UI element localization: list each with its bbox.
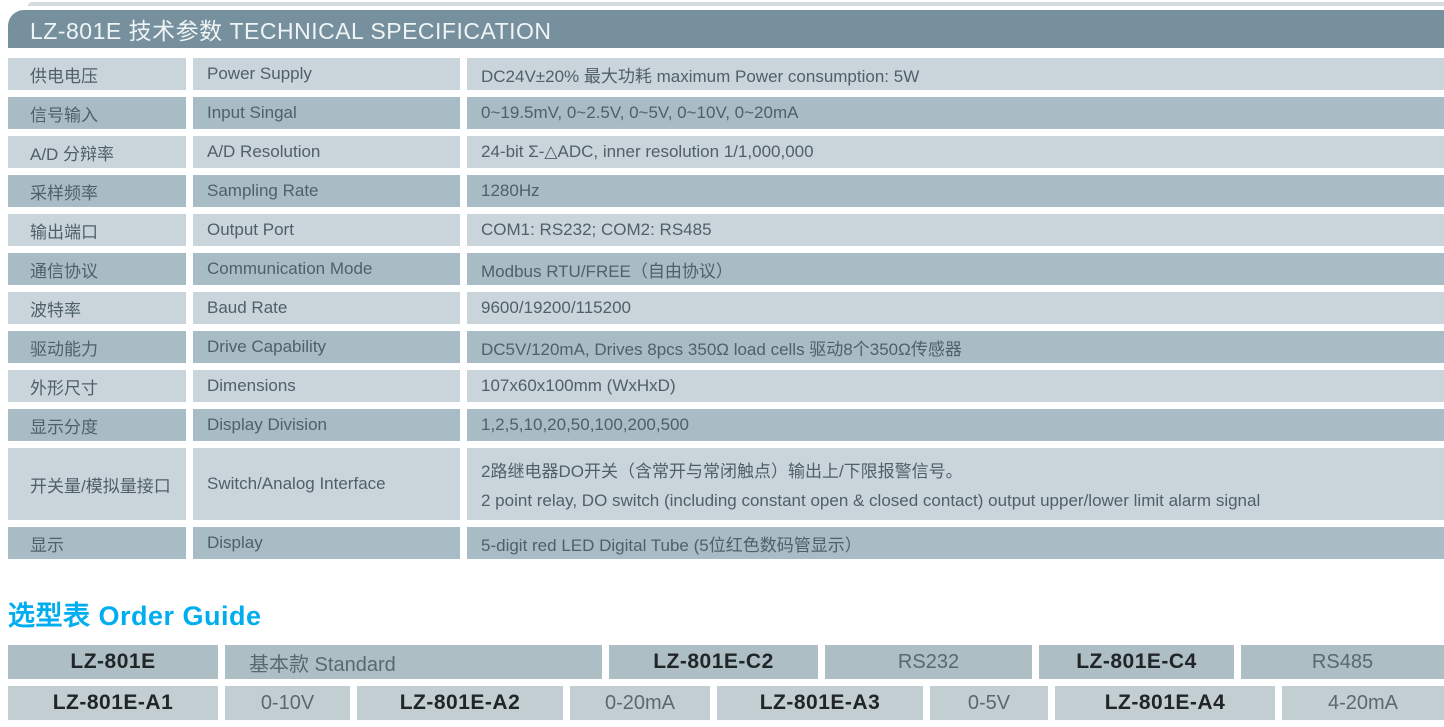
spec-row: 通信协议 Communication Mode Modbus RTU/FREE（自由… <box>8 253 1444 285</box>
spec-label-cn: 波特率 <box>8 292 186 324</box>
order-guide-table: LZ-801E 基本款 Standard LZ-801E-C2 RS232 LZ-801… <box>8 645 1444 727</box>
spec-value: 2路继电器DO开关（含常开与常闭触点）输出上/下限报警信号。 2 point re… <box>467 448 1444 520</box>
spec-label-cn: 采样频率 <box>8 175 186 207</box>
order-guide-title: 选型表 Order Guide <box>8 601 262 631</box>
spec-value-line2: 2 point relay, DO switch (including cons… <box>481 491 1261 510</box>
spec-table: 供电电压 Power Supply DC24V±20% 最大功耗 maximum P… <box>8 58 1444 566</box>
spec-value: COM1: RS232; COM2: RS485 <box>467 214 1444 246</box>
spec-value: DC5V/120mA, Drives 8pcs 350Ω load cells … <box>467 331 1444 363</box>
spec-label-en: Output Port <box>193 214 460 246</box>
order-model-cell: LZ-801E-A3 <box>717 686 923 720</box>
order-row: LZ-801E-A1 0-10V LZ-801E-A2 0-20mA LZ-801E-A… <box>8 686 1444 720</box>
spec-row: 供电电压 Power Supply DC24V±20% 最大功耗 maximum P… <box>8 58 1444 90</box>
spec-value: 1280Hz <box>467 175 1444 207</box>
spec-label-en: Input Singal <box>193 97 460 129</box>
spec-row: 采样频率 Sampling Rate 1280Hz <box>8 175 1444 207</box>
spec-label-en: Drive Capability <box>193 331 460 363</box>
spec-value: DC24V±20% 最大功耗 maximum Power consumption… <box>467 58 1444 90</box>
spec-label-en: Power Supply <box>193 58 460 90</box>
spec-label-cn: 通信协议 <box>8 253 186 285</box>
order-row: LZ-801E 基本款 Standard LZ-801E-C2 RS232 LZ-801… <box>8 645 1444 679</box>
spec-label-cn: 供电电压 <box>8 58 186 90</box>
order-desc-cell: 0-20mA <box>570 686 710 720</box>
spec-label-en: Baud Rate <box>193 292 460 324</box>
spec-value: 0~19.5mV, 0~2.5V, 0~5V, 0~10V, 0~20mA <box>467 97 1444 129</box>
order-model-cell: LZ-801E-C2 <box>609 645 818 679</box>
spec-value: 5-digit red LED Digital Tube (5位红色数码管显示） <box>467 527 1444 559</box>
spec-label-cn: 驱动能力 <box>8 331 186 363</box>
spec-row: 开关量/模拟量接口 Switch/Analog Interface 2路继电器DO开… <box>8 448 1444 520</box>
top-divider-line <box>28 2 1444 6</box>
spec-row: 显示分度 Display Division 1,2,5,10,20,50,100,2… <box>8 409 1444 441</box>
order-model-cell: LZ-801E-A4 <box>1055 686 1275 720</box>
spec-value: Modbus RTU/FREE（自由协议） <box>467 253 1444 285</box>
spec-label-en: Dimensions <box>193 370 460 402</box>
order-model-cell: LZ-801E-A2 <box>357 686 563 720</box>
spec-label-cn: 开关量/模拟量接口 <box>8 448 186 520</box>
spec-row: 驱动能力 Drive Capability DC5V/120mA, Drives 8… <box>8 331 1444 363</box>
order-model-cell: LZ-801E <box>8 645 218 679</box>
order-desc-cell: 4-20mA <box>1282 686 1444 720</box>
spec-label-en: Display Division <box>193 409 460 441</box>
spec-header-title: LZ-801E 技术参数 TECHNICAL SPECIFICATION <box>30 18 552 44</box>
spec-label-en: A/D Resolution <box>193 136 460 168</box>
order-desc-cell: RS232 <box>825 645 1032 679</box>
spec-label-cn: 显示分度 <box>8 409 186 441</box>
order-desc-cell: RS485 <box>1241 645 1444 679</box>
order-model-cell: LZ-801E-C4 <box>1039 645 1234 679</box>
order-desc-cell: 基本款 Standard <box>225 645 602 679</box>
spec-label-cn: 显示 <box>8 527 186 559</box>
spec-label-cn: 外形尺寸 <box>8 370 186 402</box>
spec-label-en: Display <box>193 527 460 559</box>
spec-row: 信号输入 Input Singal 0~19.5mV, 0~2.5V, 0~5V, … <box>8 97 1444 129</box>
order-model-cell: LZ-801E-A1 <box>8 686 218 720</box>
spec-value: 107x60x100mm (WxHxD) <box>467 370 1444 402</box>
spec-value: 1,2,5,10,20,50,100,200,500 <box>467 409 1444 441</box>
spec-header-bar: LZ-801E 技术参数 TECHNICAL SPECIFICATION <box>8 10 1444 48</box>
spec-label-en: Switch/Analog Interface <box>193 448 460 520</box>
order-desc-cell: 0-5V <box>930 686 1048 720</box>
spec-value: 9600/19200/115200 <box>467 292 1444 324</box>
spec-row: 显示 Display 5-digit red LED Digital Tube (5… <box>8 527 1444 559</box>
spec-value-line1: 2路继电器DO开关（含常开与常闭触点）输出上/下限报警信号。 <box>481 462 963 481</box>
order-desc-cell: 0-10V <box>225 686 350 720</box>
spec-row: 外形尺寸 Dimensions 107x60x100mm (WxHxD) <box>8 370 1444 402</box>
spec-row: 波特率 Baud Rate 9600/19200/115200 <box>8 292 1444 324</box>
spec-row: A/D 分辩率 A/D Resolution 24-bit Σ-△ADC, inne… <box>8 136 1444 168</box>
spec-label-en: Sampling Rate <box>193 175 460 207</box>
spec-label-en: Communication Mode <box>193 253 460 285</box>
spec-label-cn: 输出端口 <box>8 214 186 246</box>
spec-row: 输出端口 Output Port COM1: RS232; COM2: RS485 <box>8 214 1444 246</box>
spec-label-cn: A/D 分辩率 <box>8 136 186 168</box>
spec-value: 24-bit Σ-△ADC, inner resolution 1/1,000,… <box>467 136 1444 168</box>
spec-label-cn: 信号输入 <box>8 97 186 129</box>
